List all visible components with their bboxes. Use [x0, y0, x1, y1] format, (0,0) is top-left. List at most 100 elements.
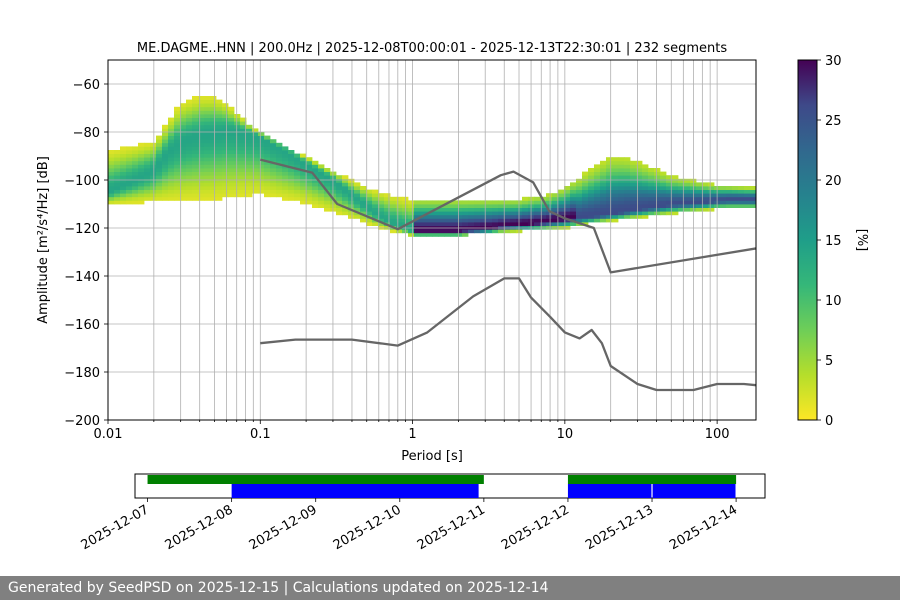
heatmap-cell	[672, 175, 679, 180]
heatmap-cell	[192, 186, 199, 190]
heatmap-cell	[438, 218, 445, 223]
heatmap-cell	[486, 204, 493, 208]
heatmap-cell	[216, 178, 223, 183]
heatmap-cell	[114, 189, 121, 194]
heatmap-cell	[222, 171, 229, 176]
heatmap-cell	[216, 175, 223, 180]
heatmap-cell	[372, 214, 379, 219]
heatmap-cell	[150, 189, 157, 194]
heatmap-cell	[132, 193, 139, 198]
heatmap-cell	[594, 168, 601, 172]
heatmap-cell	[564, 214, 571, 219]
heatmap-cell	[372, 222, 379, 226]
heatmap-cell	[210, 150, 217, 154]
heatmap-cell	[240, 178, 247, 183]
heatmap-cell	[234, 168, 241, 172]
heatmap-cell	[216, 117, 223, 122]
heatmap-cell	[192, 128, 199, 133]
heatmap-cell	[222, 182, 229, 187]
heatmap-cell	[270, 139, 277, 144]
heatmap-cell	[282, 189, 289, 194]
heatmap-cell	[462, 200, 469, 205]
heatmap-cell	[348, 178, 355, 183]
heatmap-cell	[246, 175, 253, 180]
heatmap-cell	[738, 193, 745, 198]
heatmap-cell	[264, 142, 271, 147]
heatmap-cell	[114, 153, 121, 158]
heatmap-cell	[606, 175, 613, 180]
heatmap-cell	[480, 222, 487, 226]
heatmap-cell	[270, 178, 277, 183]
heatmap-cell	[618, 168, 625, 172]
heatmap-cell	[546, 204, 553, 208]
heatmap-cell	[228, 117, 235, 122]
heatmap-cell	[462, 229, 469, 234]
heatmap-cell	[582, 193, 589, 198]
heatmap-cell	[570, 189, 577, 194]
heatmap-cell	[210, 135, 217, 140]
heatmap-cell	[474, 222, 481, 226]
heatmap-cell	[216, 150, 223, 154]
heatmap-cell	[696, 200, 703, 205]
heatmap-cell	[606, 168, 613, 172]
heatmap-cell	[228, 157, 235, 162]
heatmap-cell	[252, 157, 259, 162]
heatmap-cell	[138, 178, 145, 183]
heatmap-cell	[618, 182, 625, 187]
heatmap-cell	[306, 168, 313, 172]
heatmap-cell	[198, 128, 205, 133]
heatmap-cell	[576, 218, 583, 223]
heatmap-cell	[258, 182, 265, 187]
heatmap-cell	[108, 193, 115, 198]
heatmap-cell	[144, 196, 151, 201]
heatmap-cell	[456, 204, 463, 208]
heatmap-cell	[252, 132, 259, 136]
heatmap-cell	[288, 196, 295, 201]
heatmap-cell	[636, 214, 643, 219]
heatmap-cell	[198, 106, 205, 111]
heatmap-cell	[624, 157, 631, 162]
heatmap-cell	[192, 121, 199, 126]
heatmap-cell	[342, 200, 349, 205]
heatmap-cell	[396, 204, 403, 208]
heatmap-cell	[108, 186, 115, 190]
heatmap-cell	[582, 200, 589, 205]
heatmap-cell	[216, 114, 223, 118]
timeline-segment-processed	[652, 484, 736, 498]
heatmap-cell	[156, 189, 163, 194]
heatmap-cell	[210, 157, 217, 162]
heatmap-cell	[264, 139, 271, 144]
heatmap-cell	[168, 146, 175, 151]
heatmap-cell	[384, 193, 391, 198]
heatmap-cell	[240, 182, 247, 187]
heatmap-cell	[126, 193, 133, 198]
heatmap-cell	[348, 196, 355, 201]
heatmap-cell	[186, 193, 193, 198]
heatmap-cell	[168, 117, 175, 122]
heatmap-cell	[300, 171, 307, 176]
heatmap-cell	[606, 164, 613, 169]
heatmap-cell	[252, 164, 259, 169]
heatmap-cell	[396, 222, 403, 226]
heatmap-cell	[744, 200, 751, 205]
heatmap-cell	[576, 178, 583, 183]
heatmap-cell	[156, 157, 163, 162]
heatmap-cell	[324, 207, 331, 212]
heatmap-cell	[588, 204, 595, 208]
heatmap-cell	[726, 200, 733, 205]
heatmap-cell	[600, 160, 607, 165]
heatmap-cell	[390, 204, 397, 208]
heatmap-cell	[132, 164, 139, 169]
heatmap-cell	[540, 211, 547, 216]
heatmap-cell	[366, 222, 373, 226]
heatmap-cell	[558, 211, 565, 216]
heatmap-cell	[138, 157, 145, 162]
heatmap-cell	[414, 204, 421, 208]
heatmap-cell	[150, 182, 157, 187]
heatmap-cell	[582, 178, 589, 183]
heatmap-cell	[372, 189, 379, 194]
x-tick-label: 0.1	[250, 427, 271, 442]
heatmap-cell	[600, 214, 607, 219]
heatmap-cell	[168, 160, 175, 165]
heatmap-cell	[288, 150, 295, 154]
